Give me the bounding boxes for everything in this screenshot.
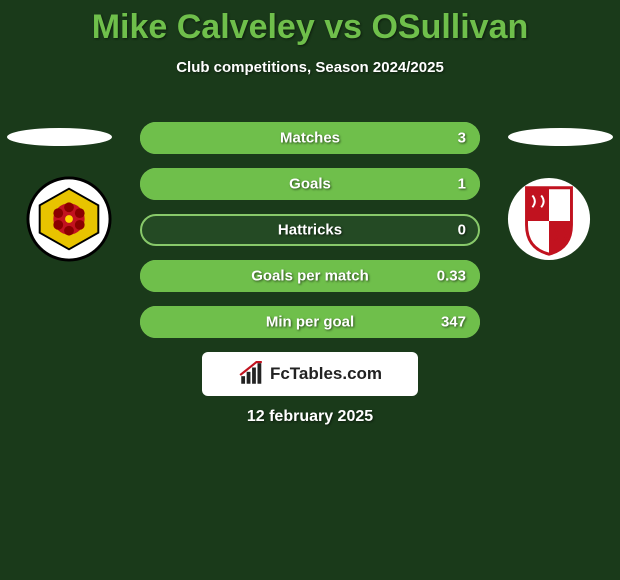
stat-value: 347 xyxy=(441,314,466,331)
stat-value: 3 xyxy=(458,130,466,147)
stat-label: Matches xyxy=(280,130,340,147)
stat-label: Goals xyxy=(289,176,331,193)
stat-value: 1 xyxy=(458,176,466,193)
player-left-shadow xyxy=(7,128,112,146)
subtitle: Club competitions, Season 2024/2025 xyxy=(0,59,620,76)
player-right-shadow xyxy=(508,128,613,146)
stat-label: Min per goal xyxy=(266,314,354,331)
stat-row: Min per goal 347 xyxy=(140,306,480,338)
stat-row: Matches 3 xyxy=(140,122,480,154)
stat-label: Goals per match xyxy=(251,268,369,285)
club-badge-left xyxy=(20,176,118,262)
page-title: Mike Calveley vs OSullivan xyxy=(0,0,620,47)
stats-container: Matches 3 Goals 1 Hattricks 0 Goals per … xyxy=(140,122,480,352)
stat-row: Goals per match 0.33 xyxy=(140,260,480,292)
stat-value: 0 xyxy=(458,222,466,239)
brand-badge[interactable]: FcTables.com xyxy=(202,352,418,396)
stat-row: Hattricks 0 xyxy=(140,214,480,246)
stat-value: 0.33 xyxy=(437,268,466,285)
club-badge-right xyxy=(500,176,598,262)
stat-label: Hattricks xyxy=(278,222,342,239)
date-label: 12 february 2025 xyxy=(0,408,620,426)
chart-icon xyxy=(238,361,264,387)
brand-text: FcTables.com xyxy=(270,364,382,384)
stat-row: Goals 1 xyxy=(140,168,480,200)
